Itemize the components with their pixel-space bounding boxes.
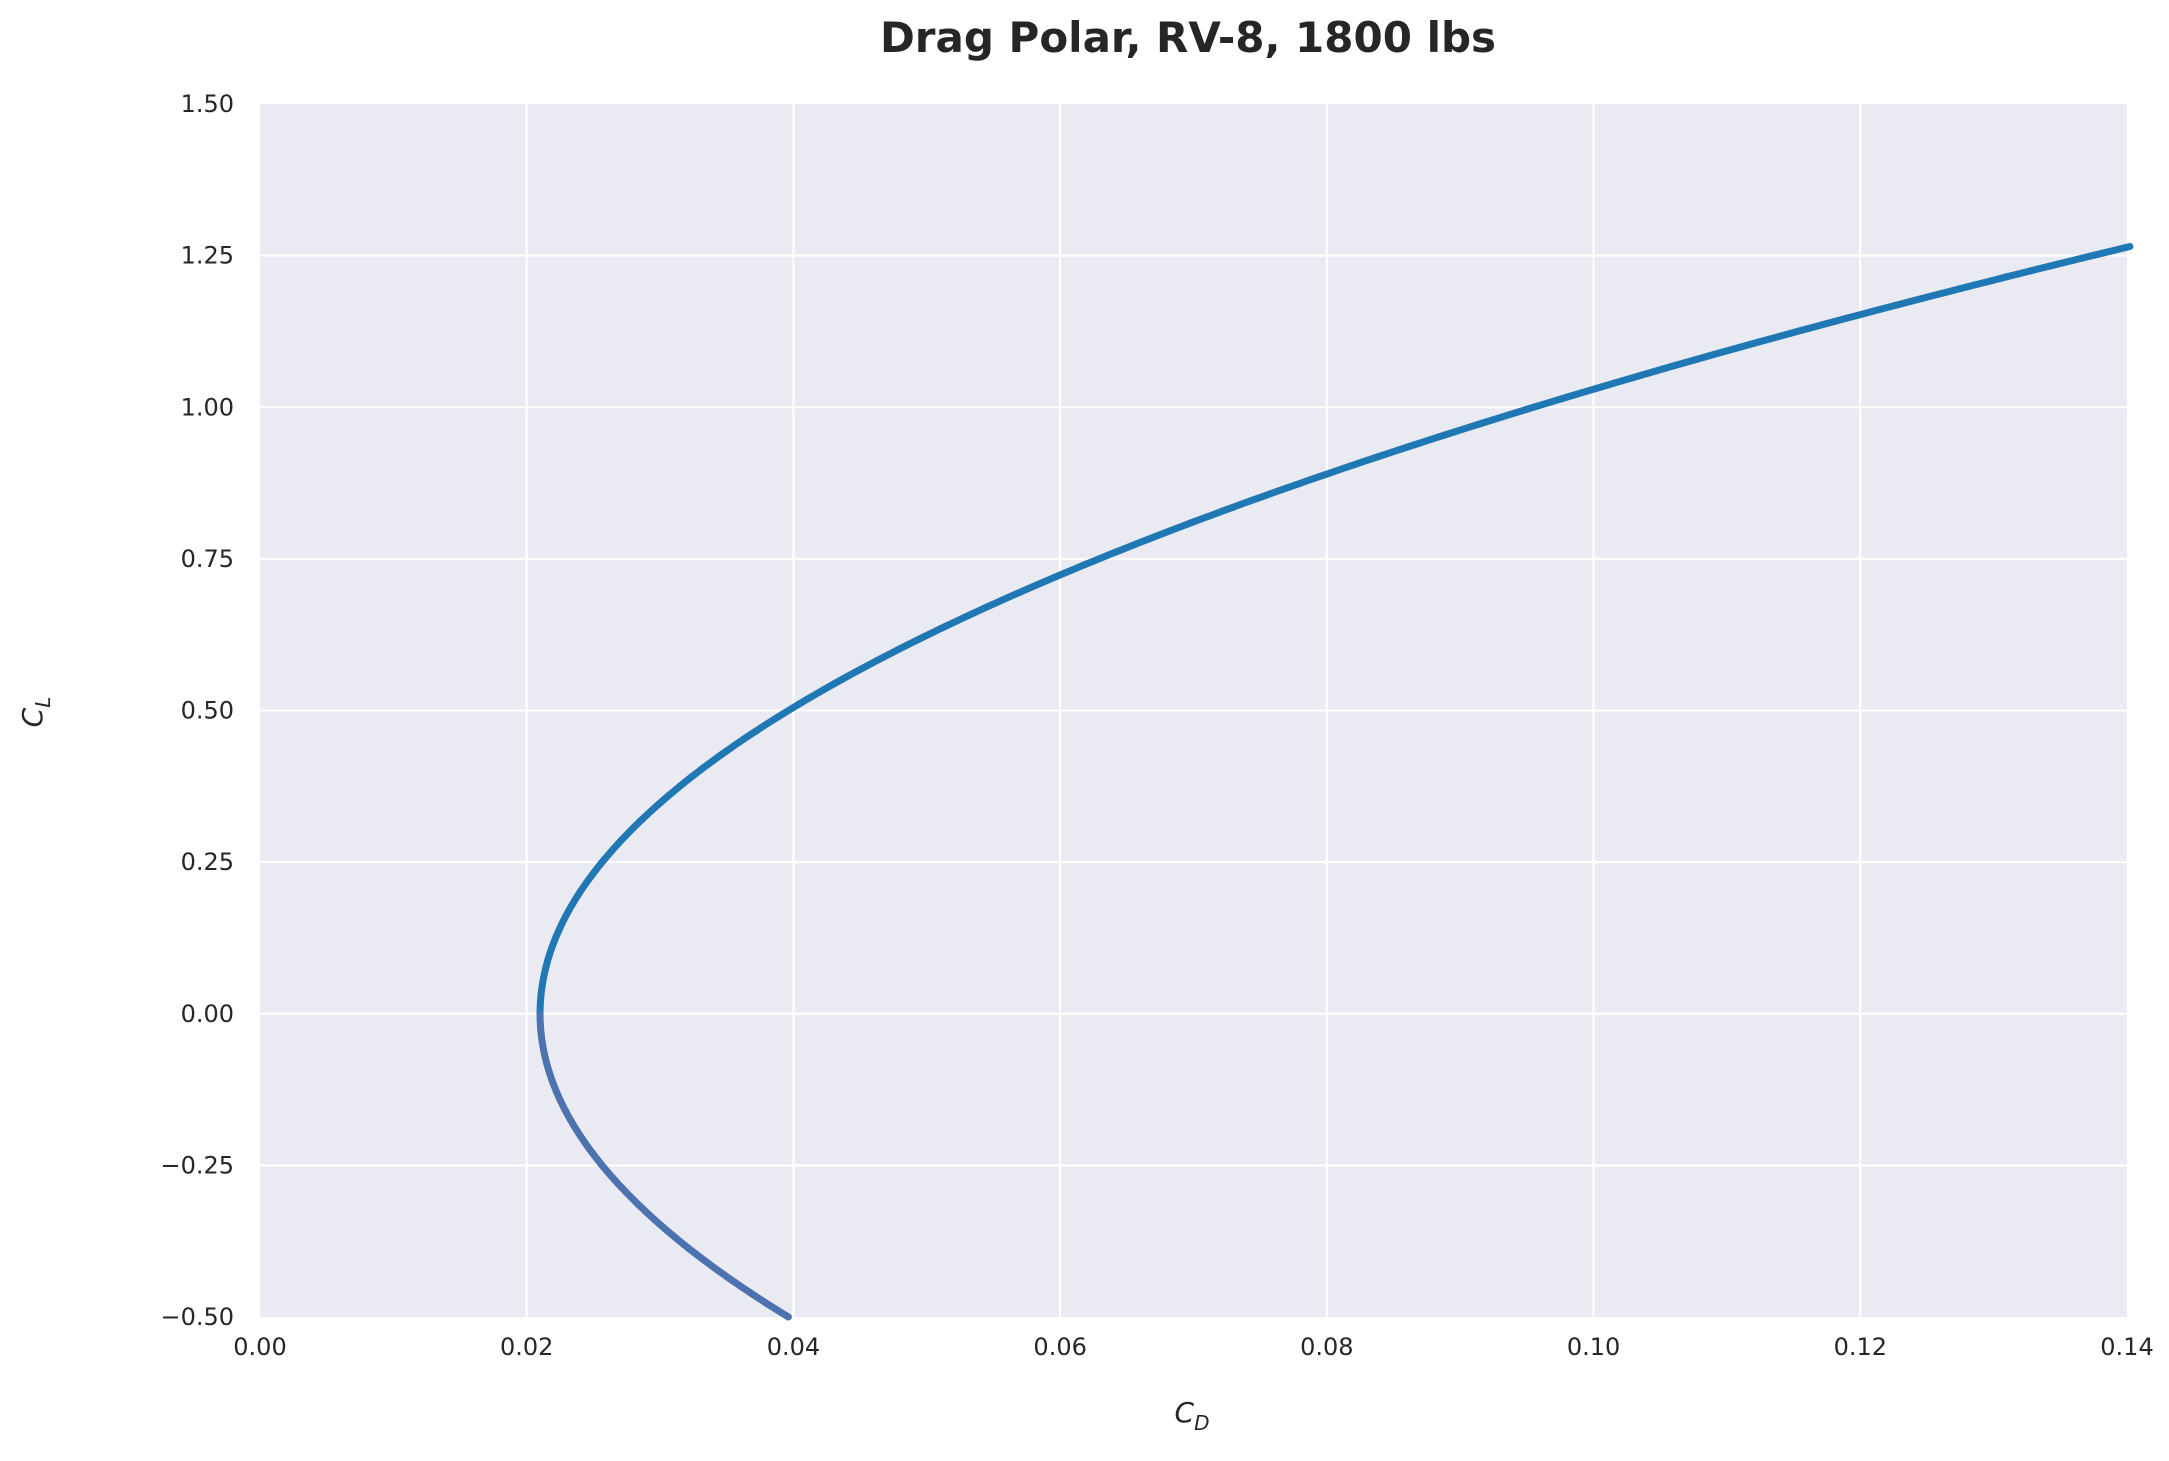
- x-tick-label: 0.04: [767, 1333, 820, 1361]
- x-tick-label: 0.10: [1567, 1333, 1620, 1361]
- x-tick-labels: 0.00 0.02 0.04 0.06 0.08 0.10 0.12 0.14: [233, 1333, 2153, 1361]
- x-tick-label: 0.12: [1834, 1333, 1887, 1361]
- y-tick-label: −0.25: [160, 1151, 234, 1179]
- x-tick-label: 0.00: [233, 1333, 286, 1361]
- y-tick-label: 0.25: [181, 848, 234, 876]
- y-tick-label: 0.00: [181, 1000, 234, 1028]
- series-layer: [536, 243, 2134, 1321]
- y-tick-labels: 1.50 1.25 1.00 0.75 0.50 0.25 0.00 −0.25 −0.50: [160, 90, 234, 1331]
- x-tick-label: 0.14: [2100, 1333, 2153, 1361]
- x-tick-label: 0.06: [1033, 1333, 1086, 1361]
- chart-title: Drag Polar, RV-8, 1800 lbs: [880, 13, 1496, 62]
- y-tick-label: 1.50: [181, 90, 234, 118]
- polar-curve-segment-1: [536, 243, 2134, 1018]
- y-axis-label: CL: [16, 697, 55, 728]
- y-tick-label: 1.25: [181, 242, 234, 270]
- x-tick-label: 0.02: [500, 1333, 553, 1361]
- y-tick-label: 1.00: [181, 393, 234, 421]
- x-tick-label: 0.08: [1300, 1333, 1353, 1361]
- x-axis-label: CD: [1175, 1396, 1210, 1435]
- y-tick-label: 0.50: [181, 697, 234, 725]
- y-tick-label: −0.50: [160, 1303, 234, 1331]
- polar-curve-segment-2: [536, 1010, 792, 1321]
- y-tick-label: 0.75: [181, 545, 234, 573]
